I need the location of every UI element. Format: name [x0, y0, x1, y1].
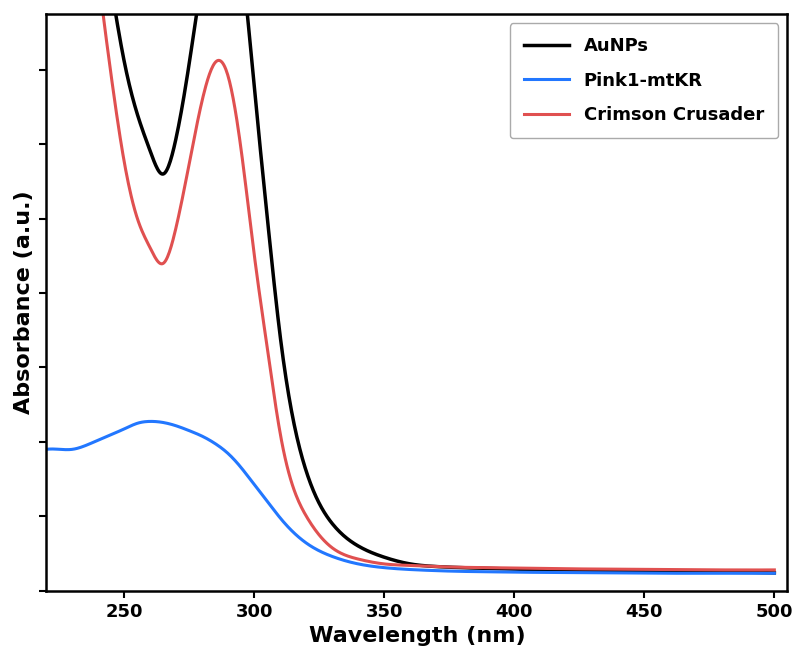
Pink1-mtKR — [688, 570, 697, 578]
Crimson Crusader — [506, 564, 515, 572]
Pink1-mtKR — [769, 570, 779, 578]
Pink1-mtKR — [146, 418, 156, 426]
Line: AuNPs: AuNPs — [46, 0, 774, 573]
Crimson Crusader — [745, 566, 755, 574]
Crimson Crusader — [464, 564, 474, 572]
Pink1-mtKR — [41, 446, 51, 453]
Pink1-mtKR — [595, 569, 604, 577]
Pink1-mtKR — [87, 440, 96, 447]
AuNPs — [668, 568, 678, 576]
Pink1-mtKR — [465, 568, 475, 576]
X-axis label: Wavelength (nm): Wavelength (nm) — [308, 626, 525, 646]
AuNPs — [484, 564, 493, 572]
Crimson Crusader — [769, 566, 779, 574]
AuNPs — [594, 567, 604, 575]
Crimson Crusader — [668, 566, 678, 574]
Crimson Crusader — [484, 564, 493, 572]
Line: Crimson Crusader: Crimson Crusader — [46, 0, 774, 570]
Crimson Crusader — [594, 565, 604, 573]
Line: Pink1-mtKR: Pink1-mtKR — [46, 422, 774, 574]
Y-axis label: Absorbance (a.u.): Absorbance (a.u.) — [14, 191, 34, 414]
AuNPs — [769, 569, 779, 577]
Pink1-mtKR — [506, 568, 516, 576]
Pink1-mtKR — [485, 568, 494, 576]
Pink1-mtKR — [669, 570, 679, 578]
Legend: AuNPs, Pink1-mtKR, Crimson Crusader: AuNPs, Pink1-mtKR, Crimson Crusader — [510, 23, 778, 139]
AuNPs — [506, 565, 515, 573]
AuNPs — [464, 564, 474, 572]
